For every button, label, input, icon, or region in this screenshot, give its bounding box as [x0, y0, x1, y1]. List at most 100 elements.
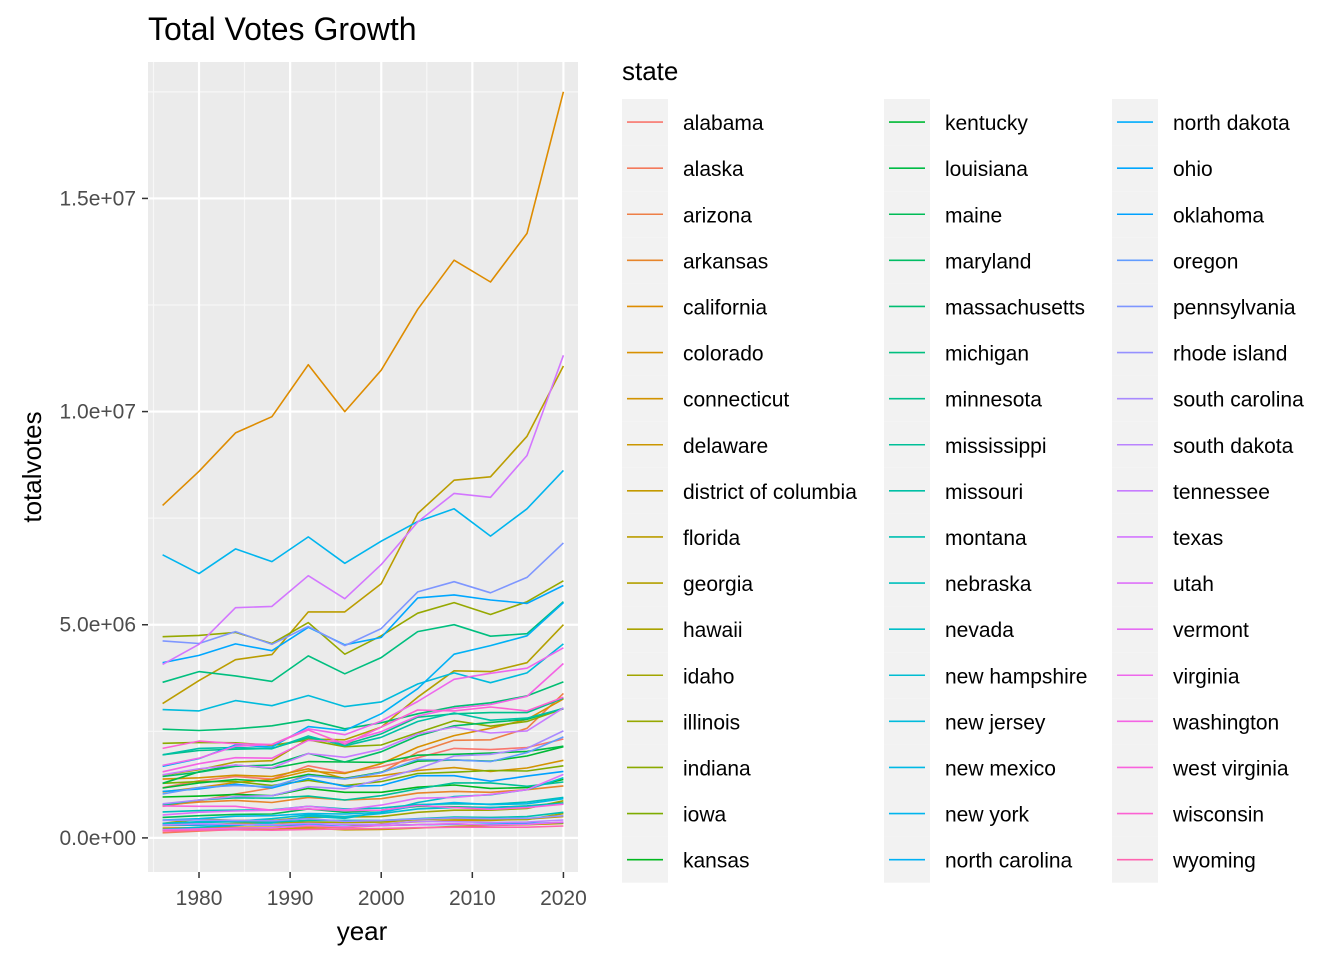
- legend-item-utah: utah: [1112, 560, 1214, 607]
- x-axis-label: year: [337, 916, 388, 946]
- legend-item-wisconsin: wisconsin: [1112, 790, 1264, 837]
- series-line-virginia: [162, 647, 564, 767]
- legend-item-pennsylvania: pennsylvania: [1112, 283, 1296, 330]
- legend-label: virginia: [1173, 665, 1240, 688]
- legend-item-kansas: kansas: [622, 836, 750, 883]
- legend-item-alabama: alabama: [622, 99, 764, 146]
- legend-item-arizona: arizona: [622, 191, 752, 238]
- series-line-california: [162, 91, 565, 506]
- series-line-michigan: [162, 601, 564, 684]
- legend-item-washington: washington: [1112, 698, 1279, 745]
- x-tick-label: 2010: [449, 887, 496, 910]
- legend-item-arkansas: arkansas: [622, 237, 768, 284]
- y-axis-label: totalvotes: [17, 411, 47, 522]
- legend-item-new-york: new york: [884, 790, 1030, 837]
- grid-minor: [148, 62, 578, 872]
- legend-item-missouri: missouri: [884, 467, 1023, 514]
- series-line-south-dakota: [162, 819, 564, 826]
- legend-label: ohio: [1173, 158, 1213, 181]
- series-line-florida: [162, 365, 565, 705]
- legend-item-maine: maine: [884, 191, 1002, 238]
- legend-label: new hampshire: [945, 665, 1087, 688]
- legend-label: alabama: [683, 112, 764, 135]
- legend-item-idaho: idaho: [622, 652, 734, 699]
- legend-item-wyoming: wyoming: [1112, 836, 1256, 883]
- legend-label: south carolina: [1173, 389, 1304, 412]
- legend-label: colorado: [683, 343, 764, 366]
- y-axis: 0.0e+00 5.0e+06 1.0e+07 1.5e+07: [60, 187, 148, 850]
- legend-item-mississippi: mississippi: [884, 421, 1047, 468]
- series-line-new-york: [162, 469, 564, 575]
- x-axis: 1980 1990 2000 2010 2020: [176, 872, 587, 910]
- legend-label: vermont: [1173, 619, 1249, 642]
- legend-label: mississippi: [945, 435, 1047, 458]
- legend-label: new york: [945, 804, 1030, 827]
- legend-label: utah: [1173, 573, 1214, 596]
- series-line-vermont: [162, 821, 564, 831]
- legend-label: new mexico: [945, 757, 1056, 780]
- legend-item-district-of-columbia: district of columbia: [622, 467, 857, 514]
- legend-item-virginia: virginia: [1112, 652, 1240, 699]
- legend-item-rhode-island: rhode island: [1112, 329, 1287, 376]
- legend-label: tennessee: [1173, 481, 1270, 504]
- chart-title: Total Votes Growth: [148, 11, 417, 47]
- legend-label: michigan: [945, 343, 1029, 366]
- series-line-texas: [162, 355, 565, 666]
- series-line-new-hampshire: [162, 802, 564, 825]
- legend-label: new jersey: [945, 711, 1046, 734]
- legend-item-alaska: alaska: [622, 145, 744, 192]
- legend-label: wyoming: [1172, 850, 1256, 873]
- x-tick-label: 1990: [267, 887, 314, 910]
- legend-label: south dakota: [1173, 435, 1294, 458]
- legend-label: florida: [683, 527, 741, 550]
- legend-item-oklahoma: oklahoma: [1112, 191, 1264, 238]
- legend-item-south-carolina: south carolina: [1112, 375, 1304, 422]
- legend-label: illinois: [683, 711, 740, 734]
- legend-item-kentucky: kentucky: [884, 99, 1028, 146]
- legend-label: arizona: [683, 204, 752, 227]
- legend-item-oregon: oregon: [1112, 237, 1238, 284]
- legend-item-new-jersey: new jersey: [884, 698, 1046, 745]
- x-tick-label: 2000: [358, 887, 405, 910]
- legend: alabama alaska arizona arkansas california co…: [622, 99, 1304, 883]
- legend-label: texas: [1173, 527, 1223, 550]
- series-line-tennessee: [162, 707, 564, 776]
- legend-item-south-dakota: south dakota: [1112, 421, 1294, 468]
- legend-label: maryland: [945, 250, 1031, 273]
- series-line-wyoming: [162, 825, 564, 832]
- legend-label: delaware: [683, 435, 768, 458]
- legend-label: oklahoma: [1173, 204, 1264, 227]
- x-tick-label: 1980: [176, 887, 223, 910]
- legend-label: hawaii: [683, 619, 743, 642]
- x-tick-label: 2020: [540, 887, 587, 910]
- y-tick-label: 0.0e+00: [60, 827, 137, 850]
- legend-item-montana: montana: [884, 513, 1027, 560]
- legend-label: montana: [945, 527, 1027, 550]
- series-line-south-carolina: [162, 730, 564, 805]
- legend-label: kentucky: [945, 112, 1028, 135]
- y-tick-label: 1.0e+07: [60, 401, 137, 424]
- legend-item-hawaii: hawaii: [622, 606, 743, 653]
- legend-label: nebraska: [945, 573, 1032, 596]
- legend-label: iowa: [683, 804, 727, 827]
- legend-item-colorado: colorado: [622, 329, 764, 376]
- legend-label: maine: [945, 204, 1002, 227]
- legend-item-louisiana: louisiana: [884, 145, 1028, 192]
- series-line-alabama: [162, 738, 564, 789]
- legend-item-minnesota: minnesota: [884, 375, 1042, 422]
- legend-label: missouri: [945, 481, 1023, 504]
- legend-label: louisiana: [945, 158, 1028, 181]
- series-line-north-carolina: [162, 602, 564, 768]
- series-line-massachusetts: [162, 681, 564, 732]
- series-line-ohio: [162, 584, 564, 664]
- legend-label: district of columbia: [683, 481, 857, 504]
- series-line-georgia: [162, 624, 564, 776]
- legend-label: indiana: [683, 757, 751, 780]
- legend-label: nevada: [945, 619, 1014, 642]
- legend-label: pennsylvania: [1173, 296, 1296, 319]
- legend-item-connecticut: connecticut: [622, 375, 789, 422]
- legend-label: north carolina: [945, 850, 1073, 873]
- legend-label: connecticut: [683, 389, 789, 412]
- legend-item-new-hampshire: new hampshire: [884, 652, 1087, 699]
- legend-item-new-mexico: new mexico: [884, 744, 1056, 791]
